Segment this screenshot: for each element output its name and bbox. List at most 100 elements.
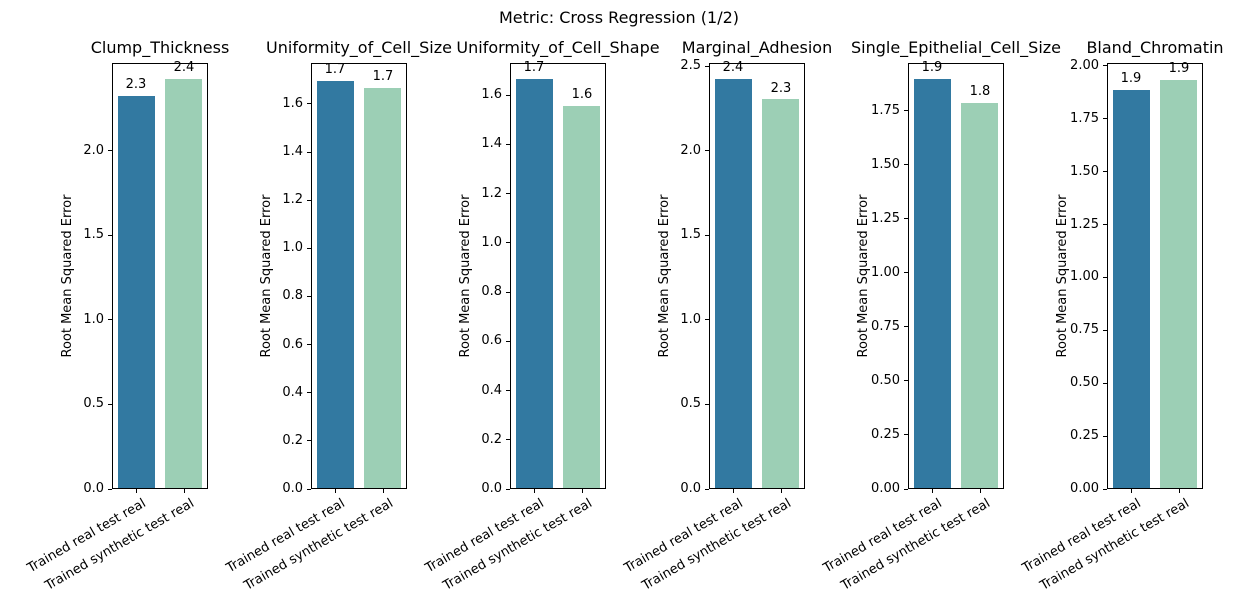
- bar-value-label: 1.6: [571, 86, 593, 102]
- y-tick-label: 1.50: [1070, 163, 1099, 179]
- bar-value-label: 1.9: [1120, 71, 1142, 87]
- bar-value-label: 2.4: [722, 60, 744, 76]
- y-tick-mark: [904, 218, 908, 220]
- subplot-title: Clump_Thickness: [90, 38, 230, 57]
- y-tick-mark: [307, 392, 311, 394]
- x-tick-mark: [780, 489, 782, 493]
- y-tick-mark: [307, 247, 311, 249]
- y-tick-mark: [904, 272, 908, 274]
- y-tick-mark: [1103, 382, 1107, 384]
- y-tick-mark: [108, 150, 112, 152]
- y-tick-label: 0.2: [481, 431, 502, 447]
- bar-value-label: 1.9: [921, 60, 943, 76]
- y-tick-label: 0.50: [871, 372, 900, 388]
- y-tick-label: 1.0: [481, 234, 502, 250]
- y-tick-label: 2.5: [680, 58, 701, 74]
- y-tick-label: 1.5: [83, 227, 104, 243]
- y-tick-label: 1.0: [680, 311, 701, 327]
- y-tick-label: 1.0: [83, 311, 104, 327]
- y-tick-mark: [1103, 224, 1107, 226]
- x-tick-mark: [1178, 489, 1180, 493]
- y-tick-label: 0.4: [481, 382, 502, 398]
- y-tick-mark: [108, 319, 112, 321]
- y-tick-mark: [705, 65, 709, 67]
- plot-area: [908, 63, 1004, 489]
- y-tick-mark: [904, 380, 908, 382]
- subplot-title: Marginal_Adhesion: [681, 38, 833, 57]
- y-tick-mark: [307, 151, 311, 153]
- bar-value-label: 1.7: [523, 59, 545, 75]
- plot-area: [510, 63, 606, 489]
- y-tick-label: 0.8: [481, 284, 502, 299]
- x-tick-mark: [1130, 489, 1132, 493]
- y-tick-label: 0.6: [481, 333, 502, 349]
- y-axis-label: Root Mean Squared Error: [259, 194, 275, 358]
- bar-value-label: 2.3: [770, 80, 792, 96]
- y-tick-mark: [307, 488, 311, 490]
- y-tick-label: 1.50: [871, 156, 900, 172]
- y-tick-label: 1.00: [871, 264, 900, 280]
- y-tick-label: 0.5: [680, 396, 701, 412]
- y-tick-mark: [108, 234, 112, 236]
- y-tick-mark: [506, 390, 510, 391]
- bar: [164, 79, 203, 488]
- bar-value-label: 2.3: [125, 77, 147, 93]
- y-tick-label: 2.0: [680, 142, 701, 158]
- bar: [515, 78, 554, 488]
- bar: [117, 95, 156, 488]
- y-tick-mark: [904, 164, 908, 166]
- y-tick-label: 1.00: [1070, 269, 1099, 285]
- y-tick-mark: [705, 403, 709, 405]
- y-tick-mark: [108, 488, 112, 490]
- y-tick-mark: [506, 340, 510, 342]
- y-axis-label: Root Mean Squared Error: [60, 194, 76, 358]
- y-tick-mark: [1103, 171, 1107, 173]
- y-tick-mark: [705, 488, 709, 490]
- bar: [1159, 79, 1198, 488]
- y-tick-mark: [307, 344, 311, 346]
- subplot-title: Bland_Chromatin: [1086, 38, 1224, 57]
- x-tick-mark: [979, 489, 981, 493]
- y-tick-label: 0.25: [871, 426, 900, 442]
- subplot-title: Single_Epithelial_Cell_Size: [850, 38, 1062, 57]
- y-tick-label: 0.0: [481, 481, 502, 496]
- bar: [761, 99, 800, 488]
- bar-value-label: 1.7: [324, 61, 346, 77]
- y-tick-label: 0.00: [871, 481, 900, 496]
- y-tick-mark: [1103, 435, 1107, 437]
- x-tick-mark: [931, 489, 933, 493]
- y-tick-mark: [506, 94, 510, 96]
- y-tick-label: 0.0: [282, 481, 303, 496]
- y-tick-mark: [904, 326, 908, 328]
- bar: [316, 80, 355, 488]
- y-tick-label: 0.8: [282, 288, 303, 304]
- x-tick-mark: [334, 489, 336, 493]
- y-tick-mark: [307, 295, 311, 297]
- y-tick-mark: [904, 434, 908, 436]
- figure-suptitle: Metric: Cross Regression (1/2): [499, 8, 739, 27]
- y-axis-label: Root Mean Squared Error: [657, 194, 673, 358]
- y-tick-label: 1.25: [871, 210, 900, 226]
- bar: [960, 102, 999, 488]
- y-tick-mark: [1103, 488, 1107, 490]
- y-tick-label: 0.75: [1070, 322, 1099, 338]
- y-tick-label: 0.6: [282, 336, 303, 352]
- x-tick-mark: [135, 489, 137, 493]
- y-tick-mark: [506, 439, 510, 441]
- y-tick-mark: [307, 440, 311, 442]
- y-tick-label: 1.0: [282, 240, 303, 256]
- y-tick-label: 1.75: [1070, 110, 1099, 126]
- y-tick-label: 1.75: [871, 102, 900, 118]
- y-tick-mark: [506, 193, 510, 194]
- plot-area: [112, 63, 208, 489]
- y-tick-label: 0.2: [282, 432, 303, 448]
- y-tick-mark: [1103, 329, 1107, 331]
- bar: [562, 105, 601, 488]
- y-tick-label: 0.5: [83, 396, 104, 412]
- x-tick-mark: [533, 489, 535, 493]
- y-tick-mark: [307, 199, 311, 201]
- y-tick-label: 0.25: [1070, 428, 1099, 444]
- plot-area: [311, 63, 407, 489]
- bar-value-label: 2.4: [173, 60, 195, 76]
- y-tick-label: 1.25: [1070, 216, 1099, 232]
